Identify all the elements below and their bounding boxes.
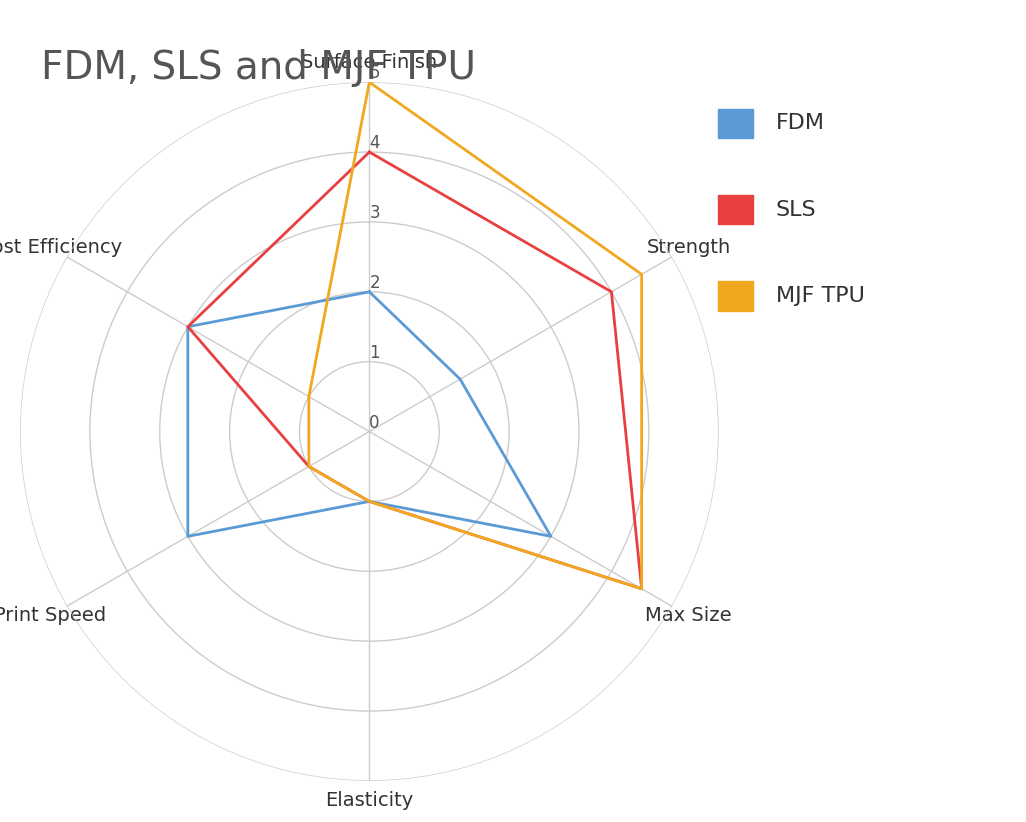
Text: SLS: SLS — [776, 200, 817, 219]
Bar — [718, 281, 753, 311]
Bar — [718, 109, 753, 138]
Bar — [718, 195, 753, 224]
Text: MJF TPU: MJF TPU — [776, 286, 865, 306]
Text: FDM, SLS and MJF TPU: FDM, SLS and MJF TPU — [41, 49, 476, 87]
Text: FDM: FDM — [776, 113, 825, 133]
